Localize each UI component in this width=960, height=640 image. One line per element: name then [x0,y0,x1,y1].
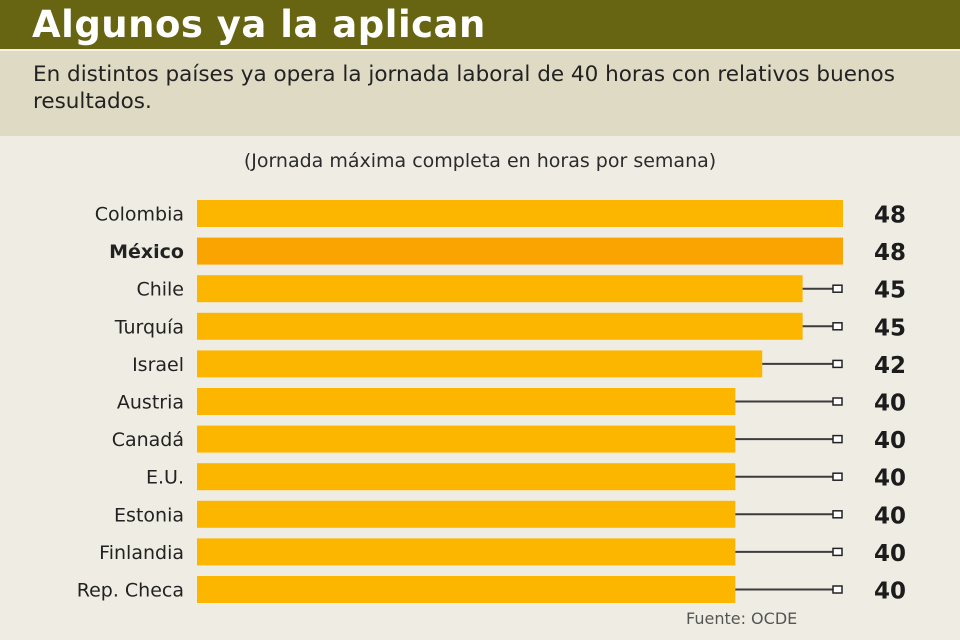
bar-2 [197,275,803,303]
bar-5 [197,388,736,415]
category-label-3: Turquía [114,316,184,338]
target-marker-6 [832,434,843,444]
bar-chart: Colombia 48 México 48 Chile 45 Turquía 45 Israel… [77,200,906,605]
value-label-8: 40 [874,503,906,529]
value-label-5: 40 [874,391,906,417]
bar-0 [197,200,843,227]
category-label-4: Israel [132,354,184,376]
value-label-6: 40 [874,428,906,454]
subtitle-box: En distintos países ya opera la jornada … [0,51,960,136]
category-label-9: Finlandia [99,542,184,564]
category-label-8: Estonia [114,504,184,526]
target-marker-4 [832,359,843,369]
subtitle: En distintos países ya opera la jornada … [33,62,895,114]
value-label-7: 40 [874,466,906,492]
bar-3 [197,312,803,340]
value-label-3: 45 [874,315,906,341]
title-bar: Algunos ya la aplican [0,0,960,51]
bar-6 [197,425,736,453]
target-marker-2 [832,284,843,293]
chart-note: (Jornada máxima completa en horas por se… [243,150,717,172]
category-label-7: E.U. [146,467,184,489]
value-label-1: 48 [874,240,906,266]
source-note: Fuente: OCDE [686,609,798,628]
category-label-1: México [109,241,184,263]
bar-4 [197,350,763,378]
value-label-2: 45 [874,278,906,304]
bar-10 [197,576,736,603]
page-title: Algunos ya la aplican [32,3,486,46]
target-marker-9 [832,547,843,557]
value-label-0: 48 [874,203,906,229]
category-label-6: Canadá [112,429,184,451]
category-label-10: Rep. Checa [77,580,184,602]
bar-8 [197,500,736,528]
category-label-5: Austria [117,392,184,414]
bar-1 [197,237,843,265]
value-label-10: 40 [874,579,906,605]
target-marker-10 [832,585,843,594]
bar-9 [197,538,736,566]
category-label-2: Chile [136,279,184,301]
target-marker-3 [832,322,843,331]
target-marker-5 [832,397,843,406]
target-marker-8 [832,510,843,519]
value-label-4: 42 [874,353,906,379]
value-label-9: 40 [874,541,906,567]
target-marker-7 [832,472,843,481]
category-label-0: Colombia [95,204,184,226]
bar-7 [197,463,736,491]
